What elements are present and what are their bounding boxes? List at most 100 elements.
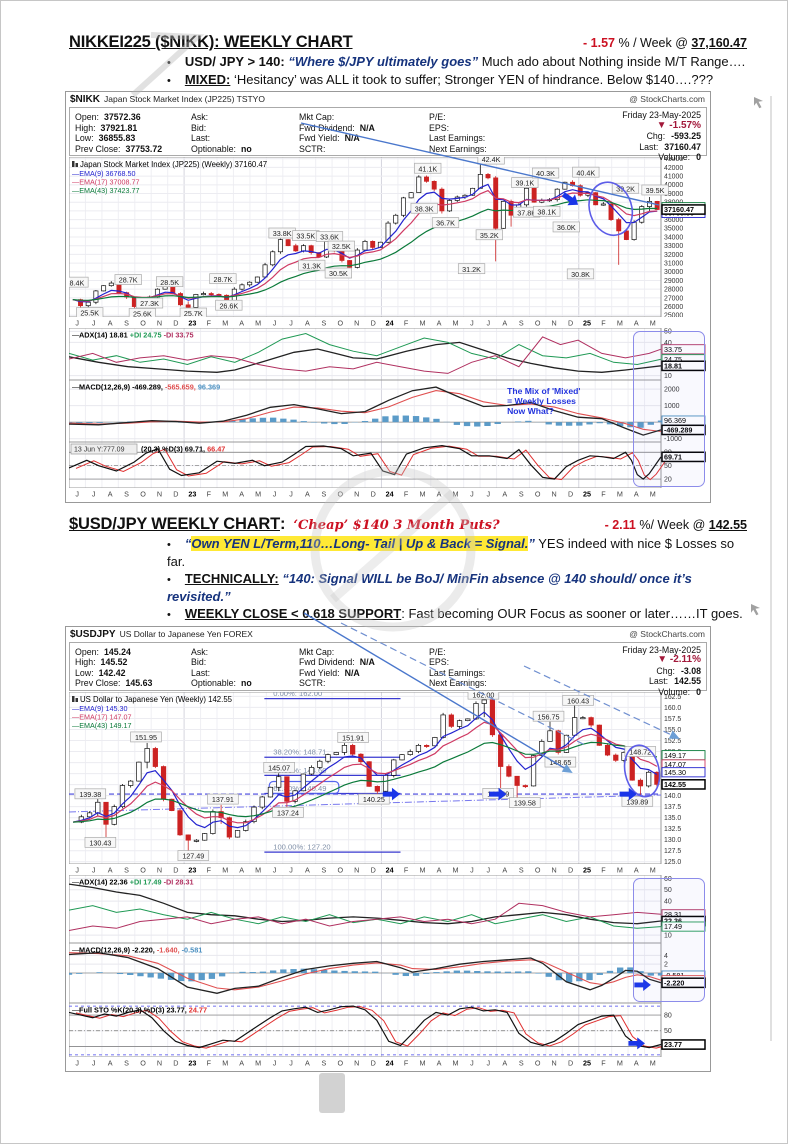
nikkei-week-change: - 1.57 % / Week @ 37,160.47 (583, 36, 747, 50)
quote-field: Open: 37572.36 (75, 112, 141, 123)
svg-text:M: M (617, 319, 623, 328)
svg-text:28.4K: 28.4K (69, 279, 85, 288)
usdjpy-week-change: - 2.11 %/ Week @ 142.55 (605, 518, 747, 532)
svg-text:Full STO %K(20,3) %D(3) 23.77,: Full STO %K(20,3) %D(3) 23.77, 24.77 (79, 1005, 207, 1014)
svg-text:33.5K: 33.5K (296, 232, 315, 241)
svg-text:O: O (338, 1058, 344, 1067)
quote-field: Mkt Cap: (299, 112, 335, 123)
svg-text:A: A (437, 1058, 442, 1067)
svg-text:A: A (502, 319, 507, 328)
svg-text:25.5K: 25.5K (80, 309, 99, 317)
svg-text:31.2K: 31.2K (462, 265, 481, 274)
svg-text:A: A (239, 1058, 244, 1067)
svg-text:F: F (207, 319, 212, 328)
svg-text:A: A (239, 490, 244, 499)
svg-text:M: M (222, 490, 228, 499)
svg-text:39.5K: 39.5K (646, 186, 665, 195)
nikk-month-axis-bottom: J J A S O N D 23 F M A M J J A S O N D 24 F M A M J J A S O N D 25 F M A M (75, 490, 656, 499)
svg-text:A: A (437, 319, 442, 328)
svg-text:127.49: 127.49 (182, 851, 204, 860)
svg-text:J: J (289, 1058, 293, 1067)
svg-text:24: 24 (386, 865, 394, 874)
svg-text:-469.289: -469.289 (664, 426, 692, 435)
svg-text:N: N (157, 319, 162, 328)
svg-text:M: M (420, 865, 426, 874)
quote-field: SCTR: (299, 678, 326, 689)
svg-text:4: 4 (664, 952, 668, 959)
svg-text:2000: 2000 (664, 387, 680, 394)
bullet-item: WEEKLY CLOSE < 0.618 SUPPORT: Fast becom… (167, 605, 747, 623)
svg-text:J: J (75, 319, 79, 328)
svg-text:34000: 34000 (664, 235, 683, 242)
usdjpy-info-panel: Open: 145.24 Ask: Mkt Cap: P/E: High: 145.52 Bi… (69, 641, 707, 697)
svg-text:50.00%: 144.60: 50.00%: 144.60 (273, 766, 326, 775)
svg-text:139.89: 139.89 (626, 797, 648, 806)
svg-text:69.71: 69.71 (664, 453, 682, 462)
svg-text:152.5: 152.5 (664, 738, 681, 745)
svg-text:A: A (239, 865, 244, 874)
quote-field: SCTR: (299, 143, 326, 154)
text-segment: NIKKEI225 ($NIKK): WEEKLY CHART (69, 33, 353, 51)
svg-text:D: D (568, 1058, 573, 1067)
svg-text:10: 10 (664, 373, 672, 380)
svg-text:J: J (470, 1058, 474, 1067)
svg-text:F: F (601, 1058, 606, 1067)
svg-text:61.80%: 140.49: 61.80%: 140.49 (273, 784, 326, 793)
svg-text:D: D (568, 319, 573, 328)
svg-text:J: J (92, 1058, 96, 1067)
svg-text:145.07: 145.07 (268, 763, 290, 772)
svg-text:M: M (617, 865, 623, 874)
svg-text:—: — (72, 383, 80, 392)
svg-text:—EMA(9) 36768.50: —EMA(9) 36768.50 (72, 169, 136, 178)
svg-text:A: A (305, 319, 310, 328)
nikkei-bullet-list: USD/ JPY > 140: “Where $/JPY ultimately … (69, 53, 747, 88)
svg-text:M: M (452, 490, 458, 499)
svg-text:S: S (124, 1058, 129, 1067)
nikk-sto-panel: 20508013 Jun Y:777.09(20,3) %D(3) 69.71,… (69, 442, 706, 489)
svg-text:23: 23 (188, 490, 196, 499)
svg-text:D: D (173, 1058, 178, 1067)
quote-field: Prev Close: 37753.72 (75, 143, 163, 154)
svg-text:162.00: 162.00 (472, 692, 494, 699)
svg-text:S: S (519, 490, 524, 499)
svg-text:36.0K: 36.0K (557, 223, 576, 232)
svg-text:160.43: 160.43 (567, 696, 589, 705)
svg-text:137.91: 137.91 (212, 795, 234, 804)
blue-arrow-icon (382, 787, 401, 801)
text-segment: ‘Hesitancy’ was ALL it took to suffer; S… (230, 71, 714, 87)
quote-field: Last: (191, 133, 211, 144)
svg-text:M: M (222, 319, 228, 328)
stockcharts-credit: @ StockCharts.com (629, 628, 705, 639)
svg-text:50: 50 (664, 887, 672, 894)
svg-text:A: A (437, 490, 442, 499)
svg-text:J: J (92, 319, 96, 328)
svg-text:O: O (140, 319, 146, 328)
text-segment: - 1.57 (583, 36, 619, 50)
svg-text:40: 40 (664, 898, 672, 905)
quote-stat: Chg: -3.08 (656, 665, 701, 676)
svg-text:-2.220: -2.220 (664, 978, 684, 987)
svg-text:A: A (634, 1058, 639, 1067)
usdjpy-adx-panel: 10 40 50 60 — ADX(14) 22.36 +DI 17.49 -DI 28.… (69, 874, 706, 943)
svg-text:50: 50 (664, 329, 672, 336)
nikkei-ticker: $NIKK (70, 94, 101, 106)
svg-text:39000: 39000 (664, 191, 683, 198)
quote-field: EPS: (429, 657, 450, 668)
svg-text:M: M (650, 490, 656, 499)
watermark-tab (319, 1073, 345, 1113)
svg-text:N: N (354, 319, 359, 328)
svg-text:M: M (420, 490, 426, 499)
svg-text:F: F (601, 319, 606, 328)
svg-text:127.5: 127.5 (664, 848, 681, 855)
svg-text:40: 40 (664, 340, 672, 347)
svg-text:S: S (519, 319, 524, 328)
nikkei-section: NIKKEI225 ($NIKK): WEEKLY CHART - 1.57 %… (1, 1, 787, 504)
svg-text:S: S (124, 319, 129, 328)
svg-text:23.77: 23.77 (664, 1040, 682, 1049)
svg-text:The Mix of 'Mixed': The Mix of 'Mixed' (507, 386, 580, 396)
svg-text:N: N (552, 319, 557, 328)
svg-text:40.3K: 40.3K (536, 169, 555, 178)
usdjpy-ticker: $USDJPY (70, 628, 116, 640)
svg-text:J: J (470, 490, 474, 499)
text-segment: “140: Signal WILL be BoJ/ MinFin absence… (167, 571, 692, 604)
